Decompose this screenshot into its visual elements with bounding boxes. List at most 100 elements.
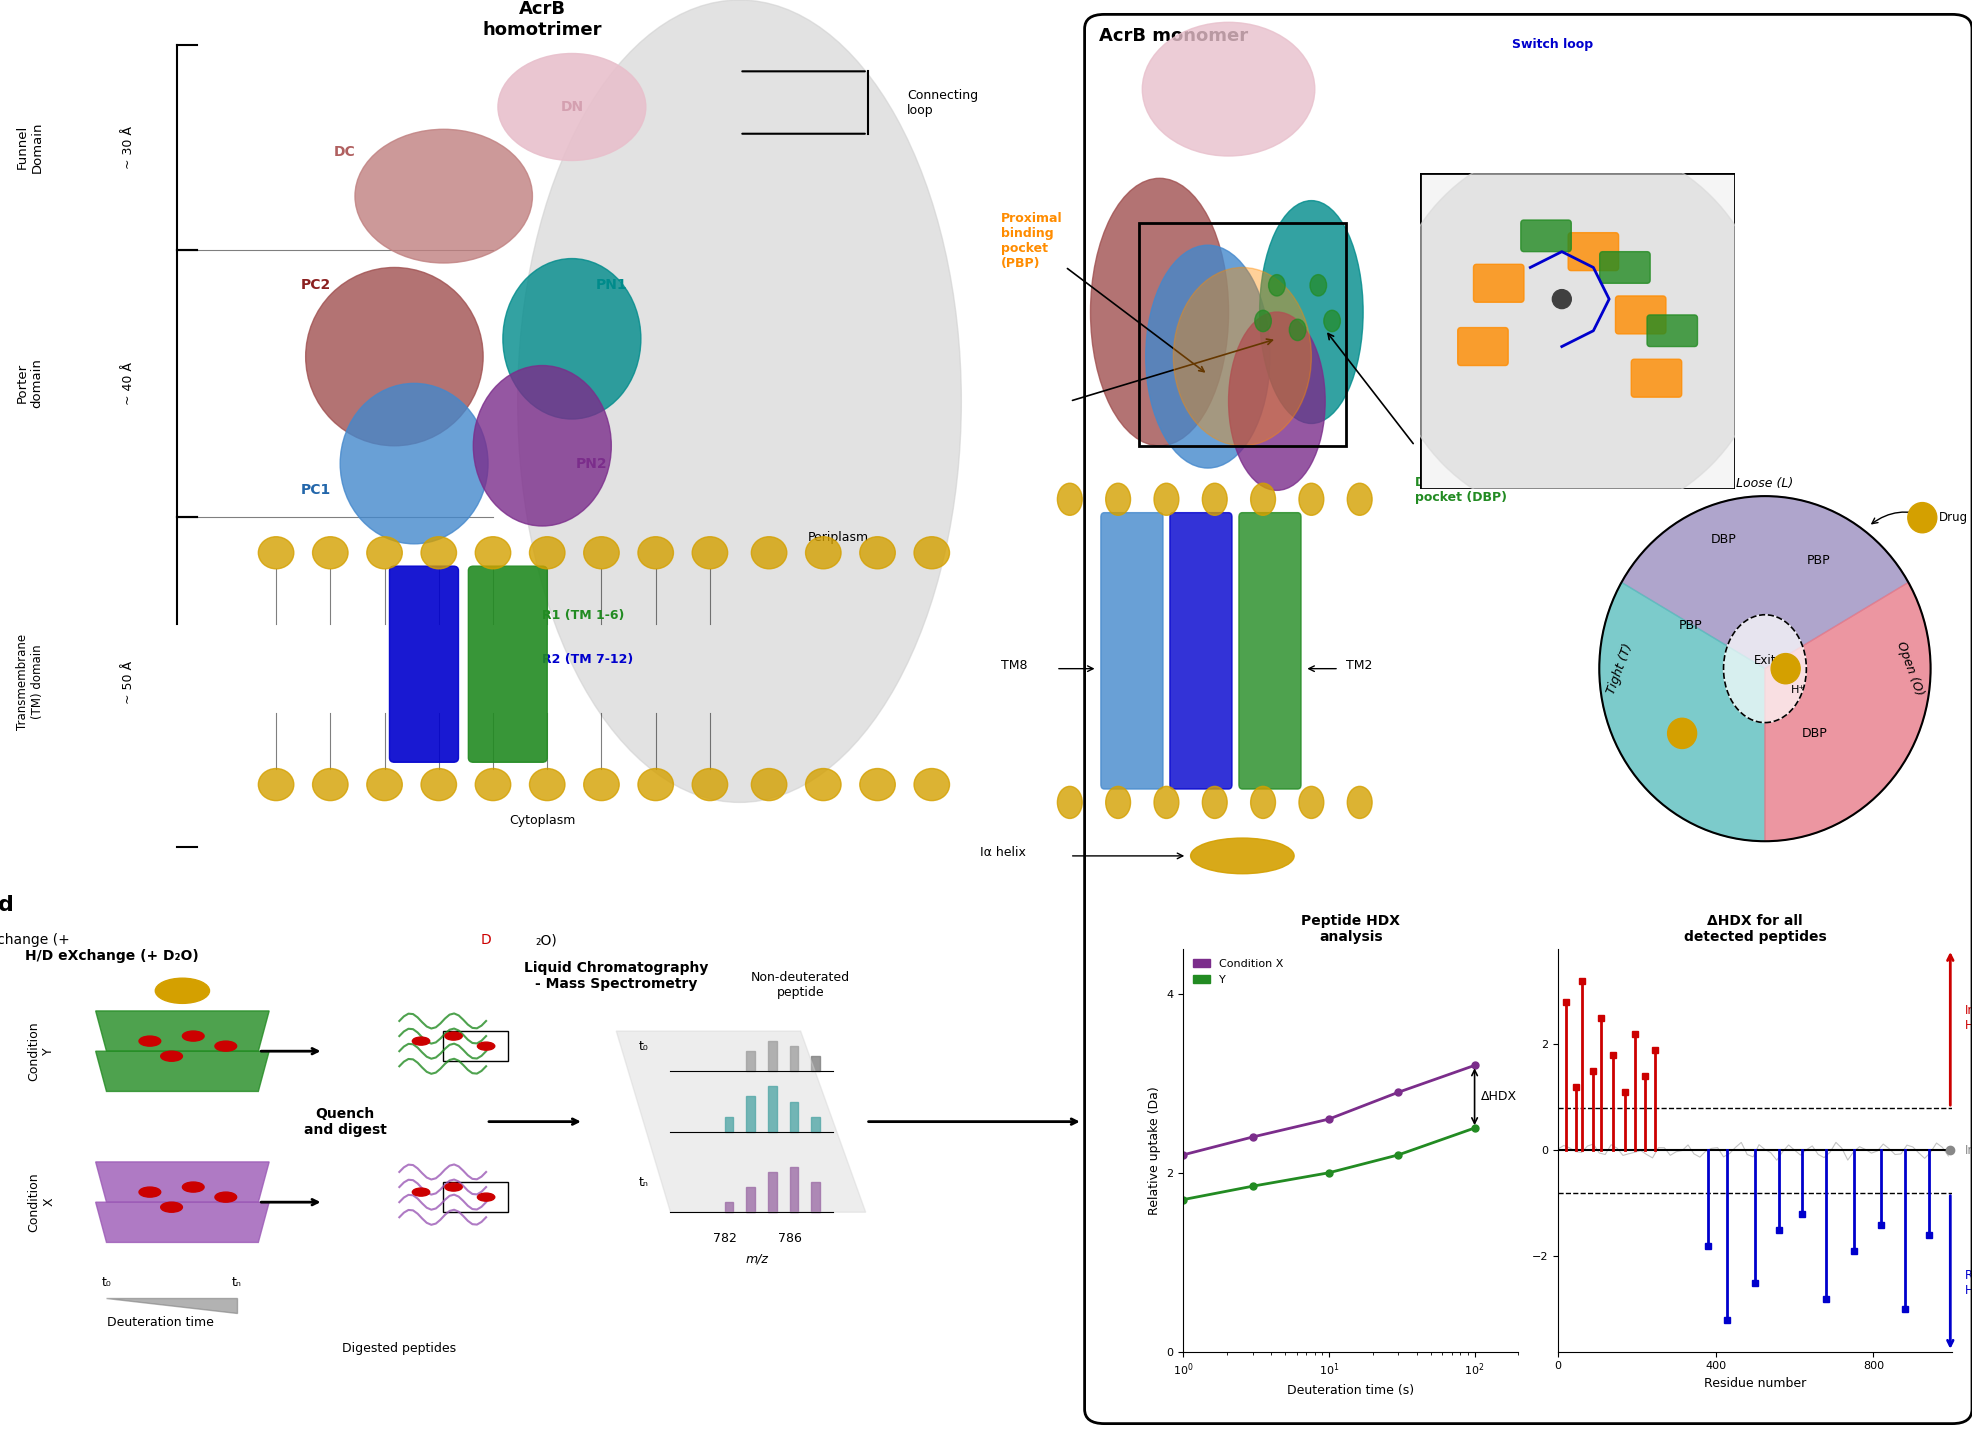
FancyBboxPatch shape <box>1473 265 1524 302</box>
Text: Liquid Chromatography
- Mass Spectrometry: Liquid Chromatography - Mass Spectrometr… <box>525 961 708 991</box>
Text: Connecting
loop: Connecting loop <box>907 89 978 116</box>
FancyBboxPatch shape <box>1599 252 1651 283</box>
Circle shape <box>639 536 674 569</box>
Text: Iα helix: Iα helix <box>980 846 1025 858</box>
Ellipse shape <box>519 0 962 802</box>
Circle shape <box>412 1037 430 1045</box>
Text: b: b <box>931 0 949 3</box>
Ellipse shape <box>1142 23 1315 155</box>
Text: Porter
domain: Porter domain <box>16 358 43 408</box>
Text: ~ 50 Å: ~ 50 Å <box>122 660 134 703</box>
FancyBboxPatch shape <box>390 567 459 762</box>
Circle shape <box>528 768 566 801</box>
Text: D: D <box>481 933 491 948</box>
Circle shape <box>639 768 674 801</box>
Bar <box>769 1041 777 1071</box>
Circle shape <box>1323 311 1341 332</box>
Circle shape <box>312 536 347 569</box>
Bar <box>791 1047 799 1071</box>
Text: AcrB
homotrimer: AcrB homotrimer <box>483 0 601 39</box>
Circle shape <box>1154 483 1179 515</box>
Circle shape <box>860 768 895 801</box>
FancyBboxPatch shape <box>1631 360 1682 397</box>
Text: ₂O): ₂O) <box>534 933 556 948</box>
Polygon shape <box>95 1202 268 1242</box>
FancyBboxPatch shape <box>1100 513 1163 789</box>
Circle shape <box>1254 311 1272 332</box>
Polygon shape <box>95 1162 268 1202</box>
Polygon shape <box>95 1051 268 1091</box>
Text: H⁺: H⁺ <box>1791 686 1804 695</box>
Text: Reduced
HDX: Reduced HDX <box>1964 1268 1972 1297</box>
Circle shape <box>1347 483 1373 515</box>
Text: Non-deuterated
peptide: Non-deuterated peptide <box>751 971 850 998</box>
Ellipse shape <box>341 384 489 544</box>
Text: H/D eXchange (+: H/D eXchange (+ <box>0 933 75 948</box>
Ellipse shape <box>1260 200 1363 424</box>
Circle shape <box>1347 787 1373 818</box>
Circle shape <box>1106 483 1130 515</box>
FancyBboxPatch shape <box>469 567 548 762</box>
Circle shape <box>156 978 209 1004</box>
Circle shape <box>367 536 402 569</box>
Polygon shape <box>95 1011 268 1051</box>
Bar <box>747 1188 755 1212</box>
Text: PBP: PBP <box>1806 554 1830 568</box>
Text: ~ 30 Å: ~ 30 Å <box>122 125 134 168</box>
Circle shape <box>258 768 294 801</box>
Ellipse shape <box>306 267 483 446</box>
Circle shape <box>312 768 347 801</box>
Circle shape <box>446 1032 461 1040</box>
Text: Proximal
binding
pocket
(PBP): Proximal binding pocket (PBP) <box>1000 213 1205 371</box>
Title: Peptide HDX
analysis: Peptide HDX analysis <box>1302 913 1400 943</box>
Text: Insignificant: Insignificant <box>1964 1143 1972 1158</box>
Ellipse shape <box>1091 178 1229 446</box>
Ellipse shape <box>1146 244 1270 469</box>
Wedge shape <box>1621 496 1909 669</box>
Text: Transmembrane
(TM) domain: Transmembrane (TM) domain <box>16 634 43 731</box>
FancyBboxPatch shape <box>1615 296 1666 334</box>
Text: Deuteration time: Deuteration time <box>106 1316 215 1330</box>
Circle shape <box>860 536 895 569</box>
Text: PN2: PN2 <box>576 457 607 470</box>
Text: Digested peptides: Digested peptides <box>343 1342 456 1355</box>
Y-axis label: Relative uptake (Da): Relative uptake (Da) <box>1148 1086 1162 1215</box>
Wedge shape <box>1765 582 1931 841</box>
Text: H/D eXchange (+ D₂O): H/D eXchange (+ D₂O) <box>26 949 199 962</box>
Circle shape <box>751 536 787 569</box>
Circle shape <box>913 536 951 569</box>
Text: Funnel
Domain: Funnel Domain <box>16 121 43 173</box>
Bar <box>812 1116 820 1132</box>
Circle shape <box>183 1031 205 1041</box>
Ellipse shape <box>1724 615 1806 723</box>
FancyBboxPatch shape <box>1238 513 1302 789</box>
Circle shape <box>1771 653 1800 684</box>
Text: Cytoplasm: Cytoplasm <box>509 814 576 827</box>
Circle shape <box>367 768 402 801</box>
Circle shape <box>422 768 458 801</box>
X-axis label: Residue number: Residue number <box>1704 1378 1806 1391</box>
Circle shape <box>1668 718 1696 749</box>
Bar <box>726 1202 734 1212</box>
Text: Quench
and digest: Quench and digest <box>304 1106 387 1137</box>
Text: Distal binding
pocket (DBP): Distal binding pocket (DBP) <box>1416 476 1513 505</box>
Text: c: c <box>1516 380 1530 400</box>
Text: PC1: PC1 <box>300 483 331 498</box>
Bar <box>791 1168 799 1212</box>
FancyBboxPatch shape <box>1647 315 1698 347</box>
Circle shape <box>1268 275 1286 296</box>
Ellipse shape <box>497 53 647 161</box>
Title: ΔHDX for all
detected peptides: ΔHDX for all detected peptides <box>1684 913 1826 943</box>
Text: 782: 782 <box>712 1232 738 1245</box>
Circle shape <box>1250 787 1276 818</box>
Bar <box>747 1051 755 1071</box>
Circle shape <box>751 768 787 801</box>
Text: Loose (L): Loose (L) <box>1735 476 1795 490</box>
Text: ΔHDX: ΔHDX <box>1481 1090 1516 1103</box>
Polygon shape <box>617 1031 866 1212</box>
Circle shape <box>1154 787 1179 818</box>
Circle shape <box>446 1183 461 1191</box>
Bar <box>444 1182 509 1212</box>
Text: Drug: Drug <box>1938 510 1968 525</box>
Circle shape <box>692 768 728 801</box>
